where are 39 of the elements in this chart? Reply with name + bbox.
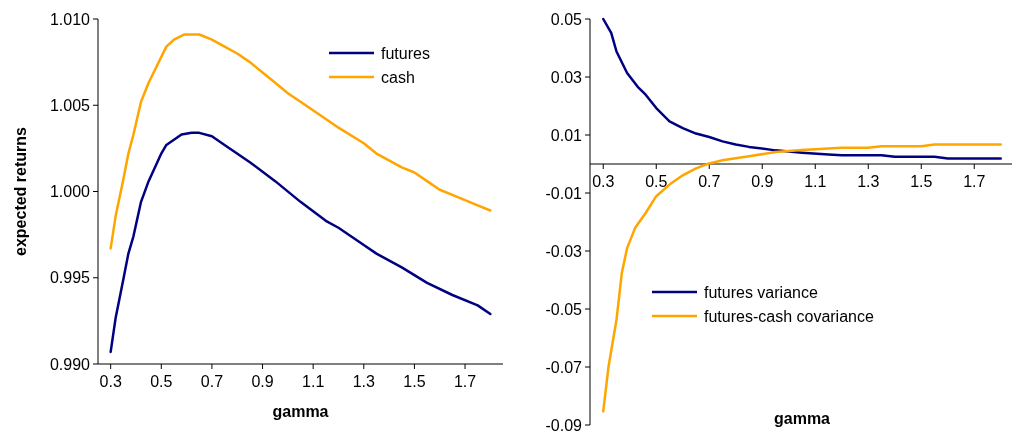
y-tick-label: -0.09 — [545, 416, 583, 433]
y-axis-title: expected returns — [12, 126, 29, 256]
x-tick-label: 0.7 — [200, 373, 224, 390]
legend-label: futures variance — [704, 283, 818, 301]
y-tick-label: -0.07 — [545, 358, 583, 376]
x-tick-label: 0.7 — [698, 173, 721, 190]
x-tick-label: 1.3 — [857, 173, 880, 190]
x-tick-label: 0.3 — [592, 173, 615, 190]
y-tick-label: 0.05 — [550, 10, 583, 28]
y-tick-label: 0.01 — [550, 126, 583, 144]
y-tick-label: 1.000 — [49, 183, 91, 201]
x-tick-label: 1.1 — [302, 373, 325, 390]
x-tick-label: 0.9 — [751, 173, 774, 190]
y-tick-label: -0.01 — [545, 184, 583, 202]
line-series — [602, 17, 1002, 160]
x-tick-label: 1.1 — [804, 173, 827, 190]
y-tick-label: 1.010 — [49, 10, 91, 28]
x-tick-label: 1.5 — [403, 373, 426, 390]
x-tick-label: 0.9 — [251, 373, 274, 390]
line-series — [109, 33, 492, 250]
x-tick-label: 1.7 — [453, 373, 477, 390]
y-tick-label: -0.05 — [545, 300, 583, 318]
y-tick-label: 0.03 — [550, 68, 583, 86]
y-tick-label: 1.005 — [49, 96, 91, 114]
x-tick-label: 0.5 — [645, 173, 668, 190]
x-tick-label: 1.7 — [963, 173, 986, 190]
y-tick-label: -0.03 — [545, 242, 583, 260]
x-tick-label: 0.5 — [150, 373, 173, 390]
y-tick-label: 0.990 — [49, 355, 91, 373]
legend-label: futures-cash covariance — [704, 307, 874, 325]
x-axis-title: gamma — [773, 410, 831, 427]
x-tick-label: 1.3 — [352, 373, 375, 390]
legend-label: futures — [381, 44, 430, 62]
x-tick-label: 0.3 — [99, 373, 122, 390]
y-tick-label: 0.995 — [49, 269, 91, 287]
x-axis-title: gamma — [272, 403, 329, 420]
x-tick-label: 1.5 — [910, 173, 933, 190]
legend-label: cash — [381, 68, 415, 86]
line-series — [109, 131, 492, 354]
